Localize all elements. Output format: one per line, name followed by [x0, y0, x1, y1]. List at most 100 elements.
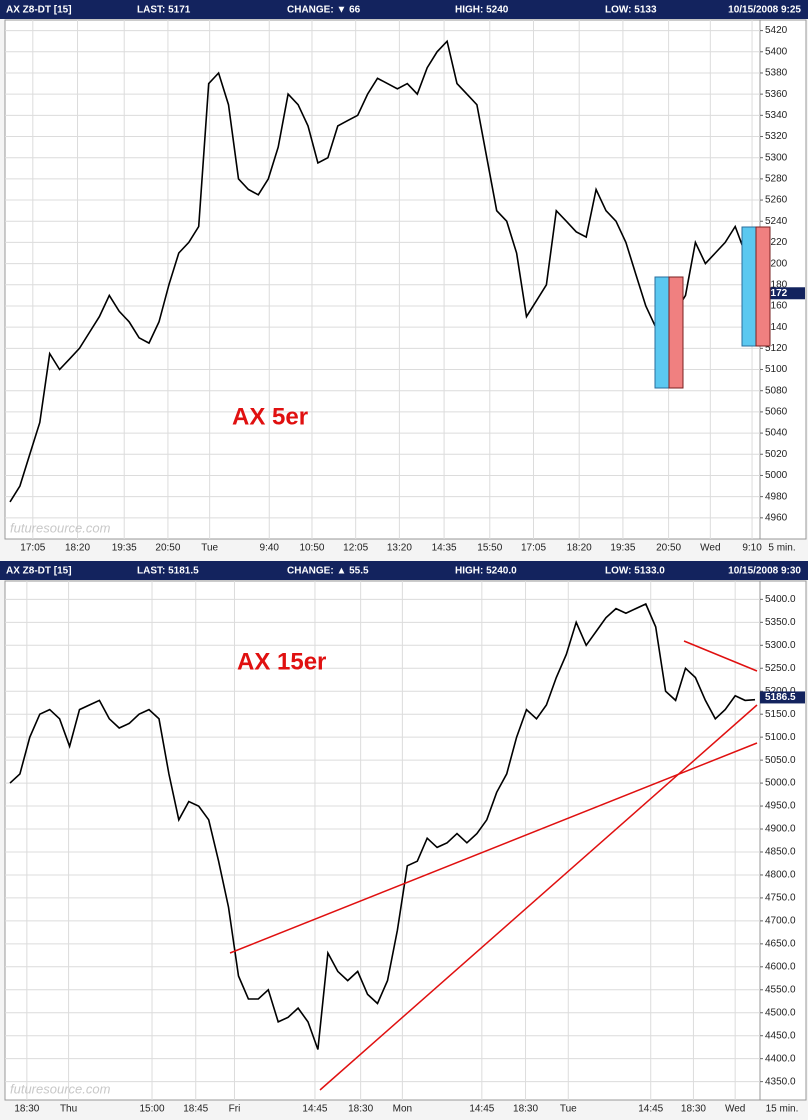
y-tick-label: 4650.0 — [765, 938, 796, 949]
highlight-box — [742, 227, 756, 346]
last-price-label: 5186.5 — [765, 692, 796, 703]
x-tick-label: Wed — [700, 543, 720, 554]
x-tick-label: 9:10 — [742, 543, 762, 554]
y-tick-label: 5000.0 — [765, 778, 796, 789]
header-datetime: 10/15/2008 9:30 — [728, 566, 801, 577]
x-tick-label: 17:05 — [20, 543, 45, 554]
header-bar — [0, 561, 808, 580]
header-change: CHANGE: ▲ 55.5 — [287, 566, 369, 577]
y-tick-label: 4400.0 — [765, 1053, 796, 1064]
y-tick-label: 5040 — [765, 428, 788, 439]
x-tick-label: 18:30 — [348, 1104, 373, 1115]
y-tick-label: 4800.0 — [765, 870, 796, 881]
y-tick-label: 5240 — [765, 216, 788, 227]
x-tick-label: 10:50 — [299, 543, 324, 554]
y-tick-label: 4450.0 — [765, 1030, 796, 1041]
y-tick-label: 5280 — [765, 174, 788, 185]
y-tick-label: 5050.0 — [765, 755, 796, 766]
x-tick-label: 18:20 — [65, 543, 90, 554]
y-tick-label: 4980 — [765, 491, 788, 502]
y-tick-label: 5150.0 — [765, 709, 796, 720]
y-tick-label: 5100 — [765, 364, 788, 375]
y-tick-label: 5000 — [765, 470, 788, 481]
highlight-box — [669, 277, 683, 388]
y-tick-label: 4600.0 — [765, 961, 796, 972]
y-tick-label: 5350.0 — [765, 617, 796, 628]
x-tick-label: 14:45 — [638, 1104, 663, 1115]
y-tick-label: 5400 — [765, 46, 788, 57]
x-tick-label: 18:30 — [14, 1104, 39, 1115]
watermark: futuresource.com — [10, 1081, 111, 1096]
y-tick-label: 4960 — [765, 512, 788, 523]
y-tick-label: 5300 — [765, 152, 788, 163]
panel: AX Z8-DT [15] LAST: 5181.5 CHANGE: ▲ 55.5 H… — [0, 561, 808, 1115]
y-tick-label: 5400.0 — [765, 594, 796, 605]
y-tick-label: 5340 — [765, 110, 788, 121]
x-unit-label: 15 min. — [766, 1104, 799, 1115]
x-tick-label: 18:30 — [681, 1104, 706, 1115]
y-tick-label: 4550.0 — [765, 984, 796, 995]
y-tick-label: 5080 — [765, 385, 788, 396]
header-high: HIGH: 5240 — [455, 5, 509, 16]
watermark: futuresource.com — [10, 520, 111, 535]
plot-area — [5, 20, 760, 539]
x-tick-label: 20:50 — [155, 543, 180, 554]
header-ticker: AX Z8-DT [15] — [6, 566, 72, 577]
x-tick-label: 17:05 — [521, 543, 546, 554]
x-tick-label: 14:45 — [469, 1104, 494, 1115]
x-tick-label: 15:00 — [140, 1104, 165, 1115]
x-tick-label: 18:30 — [513, 1104, 538, 1115]
y-tick-label: 4350.0 — [765, 1076, 796, 1087]
y-tick-label: 5250.0 — [765, 663, 796, 674]
x-tick-label: 19:35 — [112, 543, 137, 554]
header-ticker: AX Z8-DT [15] — [6, 5, 72, 16]
y-tick-label: 5360 — [765, 89, 788, 100]
x-tick-label: 13:20 — [387, 543, 412, 554]
y-tick-label: 5300.0 — [765, 640, 796, 651]
header-high: HIGH: 5240.0 — [455, 566, 517, 577]
y-tick-label: 4900.0 — [765, 824, 796, 835]
x-unit-label: 5 min. — [768, 543, 795, 554]
x-tick-label: Thu — [60, 1104, 77, 1115]
annotation: AX 15er — [237, 648, 326, 675]
x-tick-label: 14:35 — [432, 543, 457, 554]
x-tick-label: 14:45 — [302, 1104, 327, 1115]
highlight-box — [756, 227, 770, 346]
y-tick-label: 5100.0 — [765, 732, 796, 743]
header-datetime: 10/15/2008 9:25 — [728, 5, 801, 16]
plot-area — [5, 581, 760, 1100]
x-tick-label: 15:50 — [477, 543, 502, 554]
y-tick-label: 5320 — [765, 131, 788, 142]
annotation: AX 5er — [232, 403, 308, 430]
y-tick-label: 4750.0 — [765, 893, 796, 904]
x-tick-label: Tue — [560, 1104, 577, 1115]
x-tick-label: 12:05 — [343, 543, 368, 554]
x-tick-label: 20:50 — [656, 543, 681, 554]
x-tick-label: 19:35 — [610, 543, 635, 554]
x-tick-label: Tue — [201, 543, 218, 554]
x-tick-label: 9:40 — [260, 543, 280, 554]
y-tick-label: 4500.0 — [765, 1007, 796, 1018]
y-tick-label: 5020 — [765, 449, 788, 460]
y-tick-label: 5260 — [765, 195, 788, 206]
header-last: LAST: 5171 — [137, 5, 191, 16]
x-tick-label: Fri — [229, 1104, 241, 1115]
axis-area — [760, 581, 806, 1100]
y-tick-label: 5420 — [765, 25, 788, 36]
header-bar — [0, 0, 808, 19]
x-tick-label: Mon — [393, 1104, 412, 1115]
y-tick-label: 4700.0 — [765, 916, 796, 927]
header-change: CHANGE: ▼ 66 — [287, 5, 361, 16]
header-last: LAST: 5181.5 — [137, 566, 199, 577]
header-low: LOW: 5133.0 — [605, 566, 665, 577]
panel: AX Z8-DT [15] LAST: 5171 CHANGE: ▼ 66 HIGH:… — [0, 0, 808, 554]
y-tick-label: 5380 — [765, 68, 788, 79]
highlight-box — [655, 277, 669, 388]
header-low: LOW: 5133 — [605, 5, 657, 16]
x-tick-label: 18:45 — [183, 1104, 208, 1115]
x-tick-label: Wed — [725, 1104, 745, 1115]
x-tick-label: 18:20 — [567, 543, 592, 554]
y-tick-label: 4850.0 — [765, 847, 796, 858]
